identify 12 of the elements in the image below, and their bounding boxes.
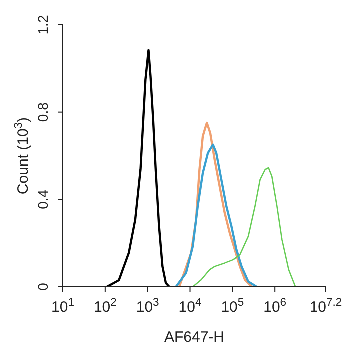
x-tick-label: 10$^{2}$ <box>94 297 117 316</box>
y-tick-label: 1.2 <box>35 15 51 35</box>
x-tick-label: 10$^{7.2}$ <box>310 297 342 316</box>
x-tick-label: 10$^{4}$ <box>178 297 202 316</box>
x-tick-label: 10$^{6}$ <box>264 297 287 316</box>
y-tick-label: 0.4 <box>35 190 51 210</box>
x-tick-label: 10$^{5}$ <box>221 297 244 316</box>
x-tick-label: 10$^{1}$ <box>52 297 74 316</box>
x-tick-label: 10$^{3}$ <box>136 297 160 316</box>
y-tick-label: 0.8 <box>35 102 51 122</box>
x-axis-title: AF647-H <box>164 329 225 346</box>
y-tick-label: 0 <box>35 282 51 291</box>
